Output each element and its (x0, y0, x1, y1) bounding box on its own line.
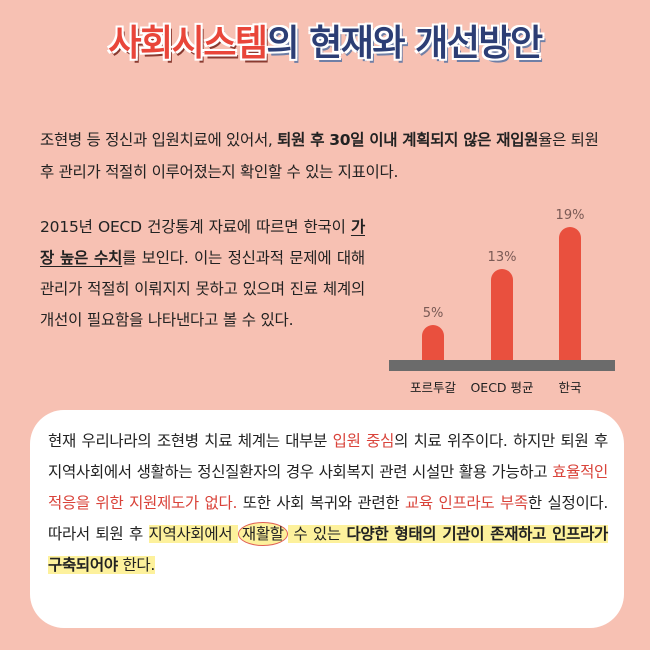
side-text-1: 2015년 OECD 건강통계 자료에 따르면 한국이 (40, 218, 351, 236)
category-label-2: 한국 (558, 380, 581, 395)
side-underline: 가장 높은 수치 (40, 218, 365, 267)
card-text-2: 의 치료 위주이다. 하지만 퇴원 후 지역사회에서 생활하는 정신질환자의 경… (48, 432, 609, 481)
category-label-0: 포르투갈 (410, 380, 457, 395)
value-label-2: 19% (556, 208, 585, 223)
title-highlight: 사회시스템 (108, 23, 268, 64)
card-highlight-2: 수 있는 (287, 525, 347, 543)
bar-1 (491, 269, 513, 371)
value-label-1: 13% (488, 250, 517, 265)
category-label-1: OECD 평균 (470, 380, 533, 395)
card-red-2: 효율적인 적응을 위한 지원제도가 없다. (48, 463, 608, 512)
side-paragraph: 2015년 OECD 건강통계 자료에 따르면 한국이 가장 높은 수치를 보인… (40, 212, 365, 336)
summary-card-text: 현재 우리나라의 조현병 치료 체계는 대부분 입원 중심의 치료 위주이다. … (48, 426, 608, 581)
card-highlight-1: 지역사회에서 (148, 525, 238, 543)
card-highlight-3: 한다. (117, 556, 155, 574)
title-rest: 의 현재와 개선방안 (266, 23, 544, 64)
card-highlight-bold: 다양한 형태의 기관이 존재하고 인프라가 구축되어야 (48, 525, 608, 574)
intro-text-2: 율은 퇴원 후 관리가 적절히 이루어졌는지 확인할 수 있는 지표이다. (40, 131, 599, 181)
intro-text-1: 조현병 등 정신과 입원치료에 있어서, (40, 131, 278, 149)
intro-paragraph: 조현병 등 정신과 입원치료에 있어서, 퇴원 후 30일 이내 계획되지 않은… (40, 124, 615, 188)
chart-baseline (389, 360, 615, 371)
card-red-3: 교육 인프라도 부족 (404, 494, 528, 512)
value-label-0: 5% (423, 306, 444, 321)
card-text-3: 또한 사회 복귀와 관련한 (237, 494, 405, 512)
intro-bold: 퇴원 후 30일 이내 계획되지 않은 재입원 (277, 131, 539, 149)
readmission-bar-chart: 5% 포르투갈 13% OECD 평균 19% 한국 (389, 208, 615, 395)
card-text-4: 한 실정이다. 따라서 퇴원 후 (48, 494, 608, 543)
bar-2 (559, 227, 581, 371)
bar-0 (422, 325, 444, 371)
card-text-1: 현재 우리나라의 조현병 치료 체계는 대부분 (48, 432, 333, 450)
side-text-2: 를 보인다. 이는 정신과적 문제에 대해 관리가 적절히 이뤄지지 못하고 있… (40, 249, 365, 329)
card-circled-word: 재활할 (237, 522, 288, 546)
page-title: 사회시스템의 현재와 개선방안 (0, 14, 650, 66)
summary-card (30, 410, 624, 628)
card-red-1: 입원 중심 (332, 432, 395, 450)
